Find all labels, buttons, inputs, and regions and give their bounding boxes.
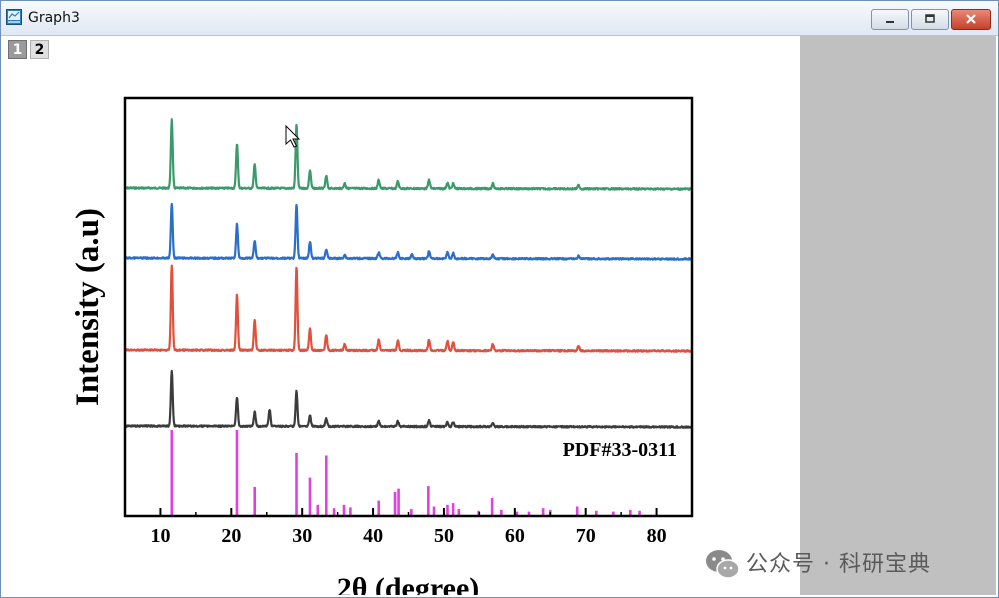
mouse-cursor-icon [285,124,301,148]
xrd-series-line-1 [124,118,693,191]
reference-label: PDF#33-0311 [563,439,677,461]
minimize-button[interactable] [871,9,909,30]
layer-tab-1[interactable]: 1 [8,40,27,59]
x-tick-label-70: 70 [576,525,596,547]
xrd-chart[interactable]: 10 20 30 40 50 60 70 80 Intensity (a.u) 2θ (deg… [5,36,800,595]
watermark-text: 公众号 · 科研宝典 [746,552,931,577]
window-title: Graph3 [28,10,80,26]
xrd-series-line-2 [124,202,693,261]
x-tick-label-30: 30 [292,525,312,547]
x-tick-label-50: 50 [434,525,454,547]
x-tick-label-10: 10 [150,525,170,547]
x-tick-label-80: 80 [647,525,667,547]
maximize-button[interactable] [911,9,949,30]
close-button[interactable] [951,9,991,30]
graph-client-area: 1 2 10 20 30 40 50 60 70 80 Intensity (a.u) 2θ … [5,36,996,595]
x-tick-label-20: 20 [221,525,241,547]
xrd-series-line-3 [124,264,693,353]
minimize-icon [886,21,894,23]
workspace-gray-area [800,36,996,595]
maximize-icon [925,14,935,23]
x-axis-ticks: 10 20 30 40 50 60 70 80 [150,508,667,547]
x-axis-label: 2θ (degree) [337,572,480,595]
close-icon [966,14,976,24]
title-bar[interactable]: Graph3 [1,1,998,36]
xrd-series-line-4 [124,369,693,429]
origin-graph-icon[interactable] [6,9,22,25]
x-tick-label-40: 40 [363,525,383,547]
graph-page[interactable]: 1 2 10 20 30 40 50 60 70 80 Intensity (a.u) 2θ … [5,36,800,595]
wechat-icon [706,550,740,579]
y-axis-label: Intensity (a.u) [70,208,106,406]
layer-tab-2[interactable]: 2 [30,40,49,59]
plot-layers [124,118,693,515]
x-tick-label-60: 60 [505,525,525,547]
